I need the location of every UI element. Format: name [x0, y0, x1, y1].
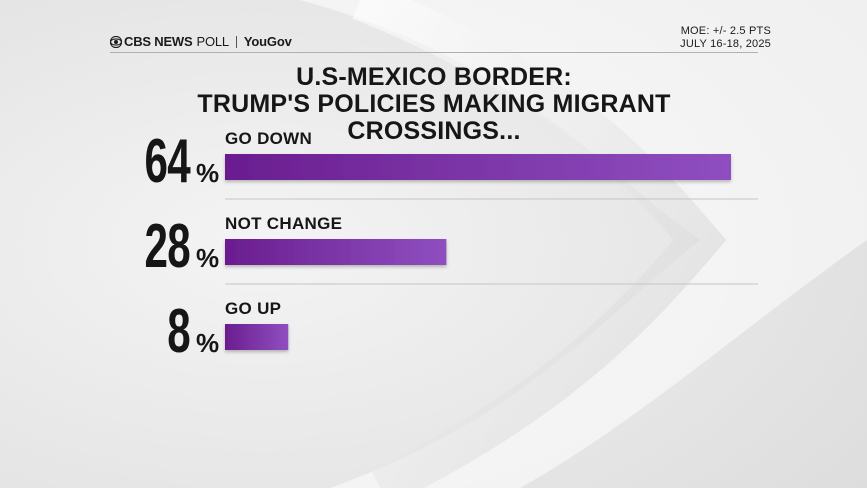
poll-meta: MOE: +/- 2.5 PTS JULY 16-18, 2025: [680, 25, 771, 51]
poll-branding: CBS NEWS POLL YouGov: [110, 34, 292, 49]
brand-name: CBS NEWS: [124, 34, 193, 49]
percent-sign: %: [196, 243, 219, 273]
chart-subtitle: TRUMP'S POLICIES MAKING MIGRANT CROSSING…: [197, 90, 671, 145]
category-label: GO DOWN: [225, 129, 312, 148]
poll-dates: JULY 16-18, 2025: [680, 38, 771, 50]
category-label: NOT CHANGE: [225, 214, 342, 233]
value-label: 8: [167, 297, 190, 366]
chart-title: U.S-MEXICO BORDER:: [296, 63, 572, 91]
value-label: 64: [144, 127, 191, 196]
chart-title-block: U.S-MEXICO BORDER: TRUMP'S POLICIES MAKI…: [110, 64, 758, 145]
percent-sign: %: [196, 158, 219, 188]
header-divider: [110, 52, 758, 53]
value-label: 28: [144, 212, 190, 281]
brand-separator: [235, 35, 237, 48]
margin-of-error: MOE: +/- 2.5 PTS: [680, 25, 771, 37]
bar: [225, 324, 289, 350]
percent-sign: %: [196, 328, 219, 358]
partner-name: YouGov: [243, 34, 292, 49]
cbs-eye-icon: [110, 35, 122, 48]
category-label: GO UP: [225, 299, 281, 318]
poll-label: POLL: [196, 34, 229, 49]
bar: [225, 239, 447, 265]
bar: [225, 154, 731, 180]
